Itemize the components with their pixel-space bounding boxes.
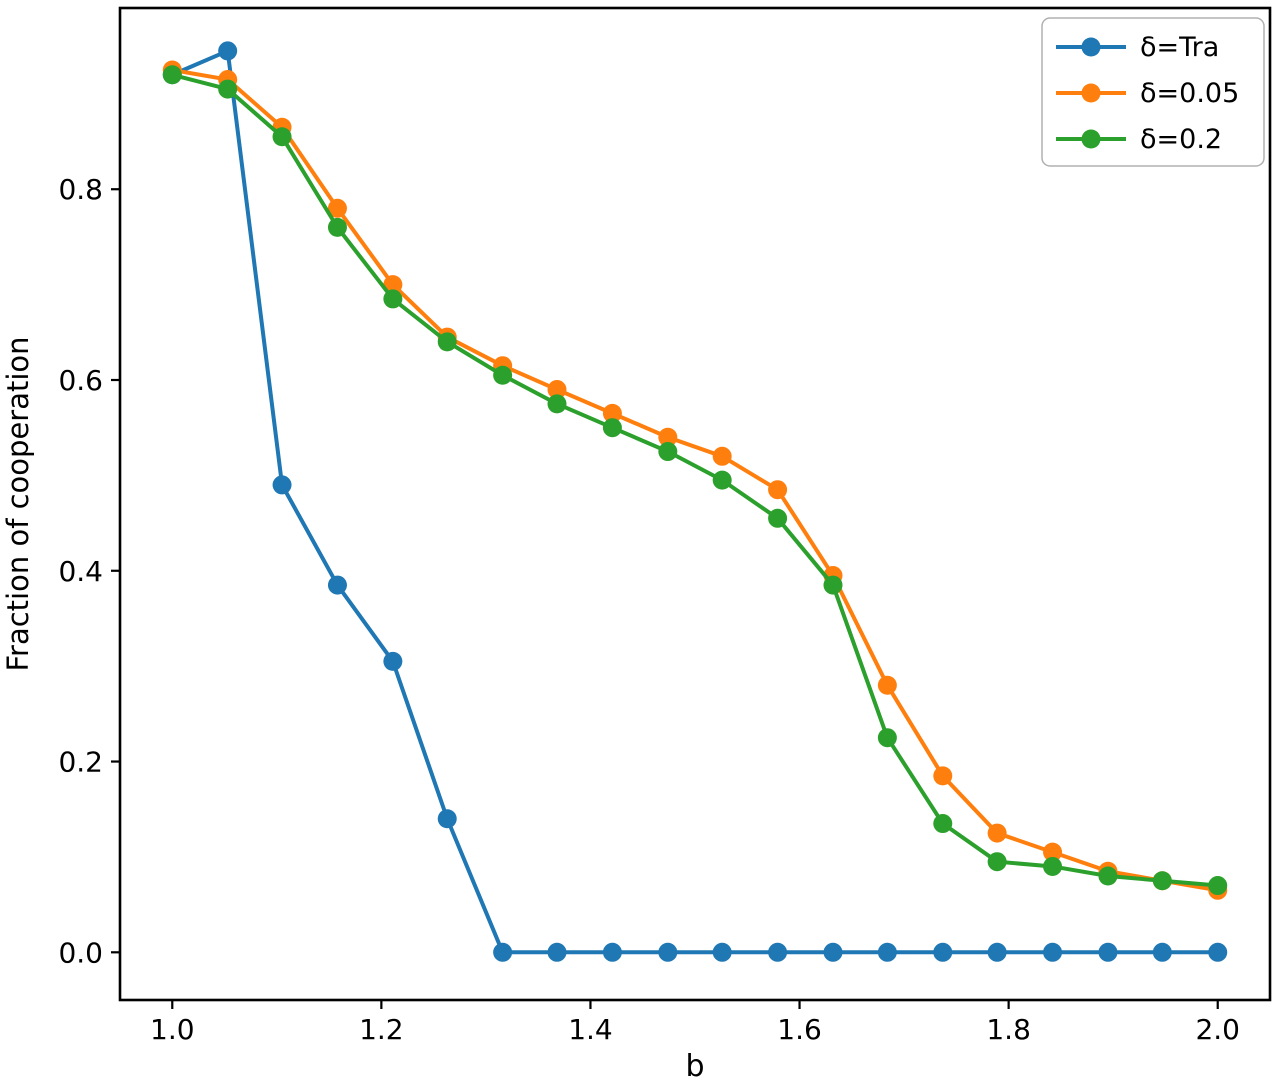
y-tick-label: 0.4 [58, 555, 103, 588]
legend-label: δ=0.2 [1140, 124, 1222, 155]
y-axis-label: Fraction of cooperation [1, 336, 35, 671]
data-point-marker [493, 942, 513, 962]
data-point-marker [712, 470, 732, 490]
data-point-marker [658, 427, 678, 447]
data-point-marker [218, 79, 238, 99]
data-point-marker [768, 942, 788, 962]
data-point-marker [272, 127, 292, 147]
data-point-marker [383, 289, 403, 309]
legend-label: δ=0.05 [1140, 78, 1239, 109]
legend-box [1041, 17, 1265, 167]
data-point-marker [1043, 842, 1063, 862]
data-point-marker [547, 380, 567, 400]
data-point-marker [218, 41, 238, 61]
data-point-marker [933, 942, 953, 962]
data-point-marker [493, 365, 513, 385]
plot-area: 1.0 1.2 1.4 1.6 1.8 2.00.00.20.40.60.8δ=Traδ=… [58, 6, 1272, 1046]
legend-entry: δ=0.05 [1056, 78, 1239, 109]
y-tick-label: 0.2 [58, 746, 103, 779]
x-tick-label: 1.8 [986, 1013, 1031, 1046]
y-tick-label: 0.0 [58, 936, 103, 969]
data-point-marker [437, 809, 457, 829]
x-tick-label: 1.4 [568, 1013, 613, 1046]
data-point-marker [768, 508, 788, 528]
data-point-marker [1098, 866, 1118, 886]
data-point-marker [877, 728, 897, 748]
data-point-marker [658, 942, 678, 962]
data-point-marker [1208, 876, 1228, 896]
legend-label: δ=Tra [1140, 32, 1219, 63]
data-point-marker [383, 275, 403, 295]
data-point-marker [327, 217, 347, 237]
data-point-marker [1098, 942, 1118, 962]
legend-marker [1081, 37, 1101, 57]
data-point-marker [602, 942, 622, 962]
data-point-marker [602, 403, 622, 423]
y-tick-label: 0.6 [58, 364, 103, 397]
legend-entry: δ=Tra [1056, 32, 1219, 63]
axes-frame [118, 6, 1272, 1002]
series-δ=0.05 [162, 60, 1228, 900]
data-point-marker [1152, 871, 1172, 891]
legend-marker [1081, 83, 1101, 103]
data-point-marker [877, 675, 897, 695]
data-point-marker [547, 394, 567, 414]
x-tick-label: 1.6 [777, 1013, 822, 1046]
data-point-marker [1152, 942, 1172, 962]
data-point-marker [1043, 942, 1063, 962]
data-point-marker [437, 332, 457, 352]
data-point-marker [987, 823, 1007, 843]
series-line [171, 68, 1219, 893]
data-point-marker [272, 475, 292, 495]
x-axis-label: b [685, 1049, 704, 1084]
series-δ=0.2 [162, 65, 1228, 896]
series-δ=Tra [162, 41, 1228, 962]
series-line [171, 48, 1218, 955]
data-point-marker [327, 575, 347, 595]
x-tick-label: 1.0 [150, 1013, 195, 1046]
data-point-marker [712, 446, 732, 466]
data-point-marker [658, 442, 678, 462]
data-point-marker [162, 65, 182, 85]
data-point-marker [1043, 856, 1063, 876]
data-point-marker [823, 942, 843, 962]
data-point-marker [933, 814, 953, 834]
data-point-marker [987, 942, 1007, 962]
data-point-marker [327, 198, 347, 218]
data-point-marker [987, 852, 1007, 872]
legend: δ=Tra δ=0.05 δ=0.2 [1041, 17, 1265, 167]
x-tick-label: 1.2 [359, 1013, 404, 1046]
x-tick-label: 2.0 [1195, 1013, 1240, 1046]
legend-entry: δ=0.2 [1056, 124, 1222, 155]
data-point-marker [768, 480, 788, 500]
data-point-marker [1208, 942, 1228, 962]
legend-marker [1081, 129, 1101, 149]
data-point-marker [933, 766, 953, 786]
data-point-marker [823, 575, 843, 595]
y-tick-label: 0.8 [58, 173, 103, 206]
data-point-marker [877, 942, 897, 962]
data-point-marker [383, 651, 403, 671]
data-point-marker [602, 418, 622, 438]
data-point-marker [712, 942, 732, 962]
data-point-marker [547, 942, 567, 962]
